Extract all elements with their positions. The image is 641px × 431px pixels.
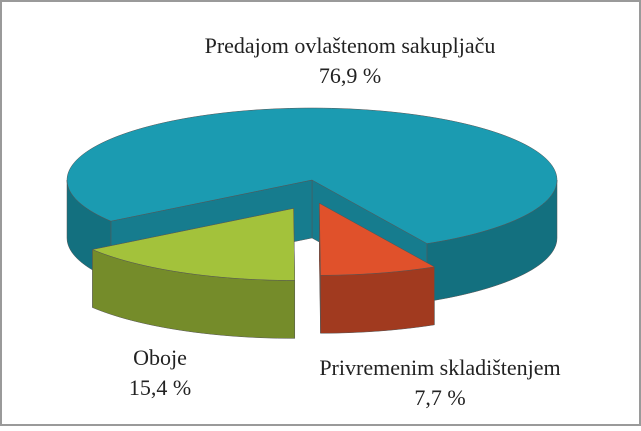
value-label: 7,7 % [414,385,465,410]
slice [91,208,296,281]
slice [319,202,436,276]
slice [66,107,558,244]
slice-wall [320,266,435,334]
slice-label: Oboje [133,345,187,370]
value-label: 15,4 % [129,375,191,400]
slice-label: Privremenim skladištenjem [319,355,560,380]
value-label: 76,9 % [319,63,381,88]
slice-label: Predajom ovlaštenom sakupljaču [205,33,496,58]
